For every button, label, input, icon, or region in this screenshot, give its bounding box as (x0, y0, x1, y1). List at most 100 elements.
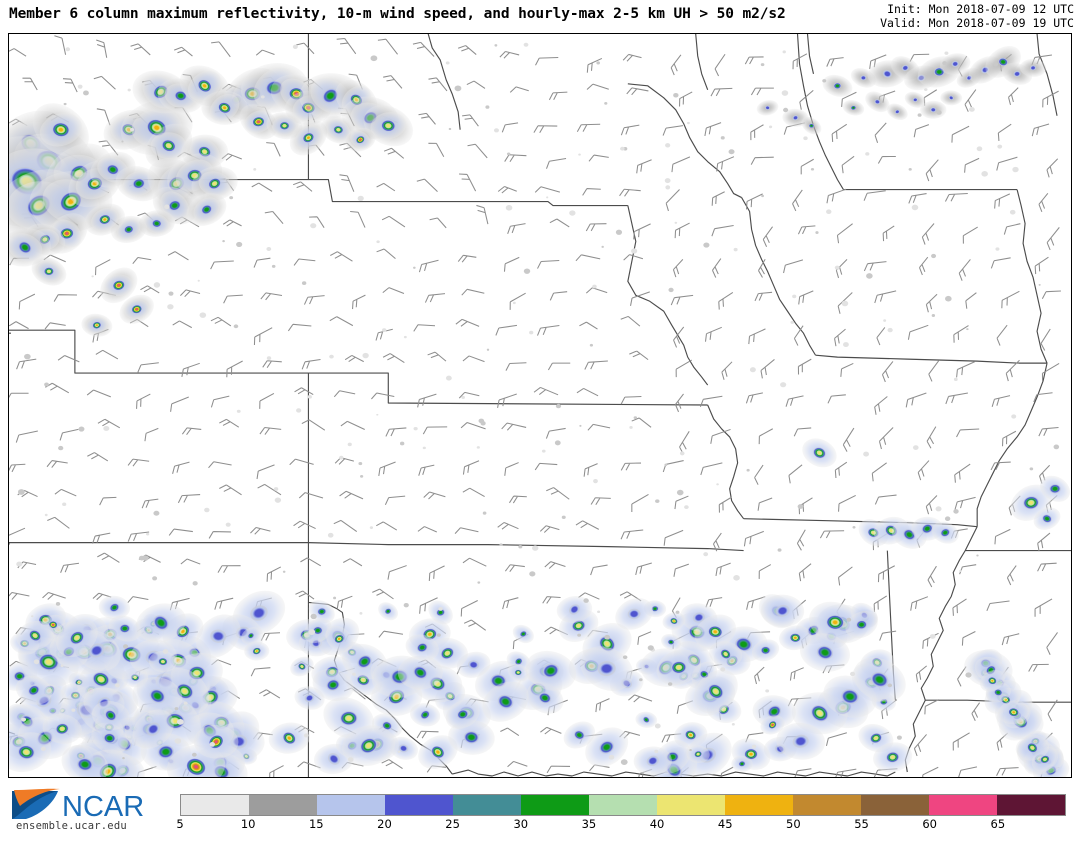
wind-barb (507, 223, 526, 234)
valid-time: Valid: Mon 2018-07-09 19 UTC (880, 16, 1074, 30)
wind-barb (1041, 362, 1060, 382)
reflectivity-cell (357, 655, 372, 669)
wind-barb (427, 351, 447, 362)
reflectivity-cell (132, 178, 146, 189)
wind-barb (797, 225, 816, 235)
wind-barb (210, 260, 234, 270)
reflectivity-cell (703, 242, 710, 248)
reflectivity-cell (461, 395, 465, 400)
wind-barb (622, 53, 642, 62)
wind-barb (333, 390, 356, 398)
reflectivity-cell (866, 273, 873, 279)
wind-barb (376, 521, 398, 531)
reflectivity-cell (229, 196, 234, 200)
wind-barb (714, 53, 726, 77)
reflectivity-cell (266, 356, 272, 361)
reflectivity-cell (69, 631, 85, 645)
wind-barb (827, 394, 846, 404)
wind-barb (913, 124, 930, 138)
map-panel[interactable] (8, 33, 1072, 778)
wind-barb (462, 460, 480, 475)
wind-barb (990, 461, 1011, 471)
wind-barb (757, 497, 773, 511)
reflectivity-cell (896, 735, 902, 740)
wind-barb (46, 460, 68, 468)
wind-barb (877, 155, 896, 164)
wind-barb (547, 362, 571, 371)
reflectivity-cell (149, 688, 166, 704)
wind-barb (385, 427, 407, 437)
reflectivity-cell (815, 231, 819, 234)
reflectivity-cell (438, 606, 443, 611)
wind-barb (416, 178, 438, 192)
reflectivity-cell (493, 128, 499, 133)
wind-barb (785, 395, 804, 407)
wind-barb (140, 285, 160, 294)
reflectivity-cell (317, 607, 327, 616)
reflectivity-cell (322, 88, 339, 104)
wind-barb (710, 87, 733, 97)
reflectivity-cell (282, 570, 286, 573)
wind-barb (1042, 90, 1059, 108)
reflectivity-cell (167, 304, 174, 310)
reflectivity-cell (633, 416, 638, 420)
reflectivity-cell (448, 127, 452, 131)
reflectivity-cell (186, 758, 206, 776)
wind-barb (582, 188, 601, 196)
reflectivity-cell (860, 75, 867, 81)
wind-barb (383, 75, 403, 89)
reflectivity-cell (360, 738, 378, 754)
reflectivity-cell (467, 660, 480, 670)
wind-barb (718, 496, 732, 513)
reflectivity-cell (924, 88, 928, 92)
reflectivity-cell (1040, 755, 1050, 764)
wind-barb (630, 291, 650, 306)
wind-barb (881, 361, 894, 383)
wind-barb (292, 181, 313, 192)
wind-barb (141, 498, 159, 509)
colorbar-tick: 35 (581, 817, 597, 831)
wind-barb (127, 596, 149, 604)
reflectivity-cell (993, 688, 1003, 696)
wind-barb (428, 77, 448, 92)
wind-barb (219, 418, 240, 428)
wind-barb (924, 699, 939, 715)
wind-barb (750, 87, 774, 96)
wind-barb (256, 464, 275, 480)
reflectivity-cell (850, 671, 856, 677)
wind-barb (925, 159, 939, 182)
reflectivity-cell (152, 576, 158, 581)
reflectivity-cell (357, 195, 364, 201)
reflectivity-cell (122, 644, 129, 649)
wind-barb (210, 395, 230, 408)
reflectivity-cell (174, 738, 182, 744)
wind-barb (336, 595, 353, 610)
reflectivity-cell (627, 608, 641, 620)
reflectivity-cell (164, 204, 170, 210)
wind-barb (476, 204, 489, 225)
reflectivity-cell (720, 649, 731, 659)
wind-barb (793, 325, 804, 346)
wind-barb (620, 462, 642, 471)
wind-barb (93, 75, 116, 90)
wind-barb (214, 597, 234, 610)
reflectivity-cell (822, 79, 827, 83)
wind-barb (917, 460, 930, 481)
wind-barb (9, 463, 26, 473)
reflectivity-cell (514, 657, 523, 666)
wind-barb (376, 182, 396, 192)
reflectivity-cell (253, 168, 257, 171)
wind-barb (9, 48, 27, 57)
wind-barb (704, 122, 722, 137)
wind-barb (623, 254, 644, 261)
wind-barb (679, 431, 690, 455)
wind-barb (417, 526, 438, 533)
wind-barb (590, 564, 608, 576)
colorbar-segment (249, 795, 317, 815)
reflectivity-cell (151, 219, 162, 228)
wind-barb (994, 528, 1011, 545)
reflectivity-cell (764, 105, 771, 111)
wind-barb (461, 288, 485, 296)
map-canvas[interactable] (9, 34, 1071, 777)
wind-barb (333, 519, 358, 532)
